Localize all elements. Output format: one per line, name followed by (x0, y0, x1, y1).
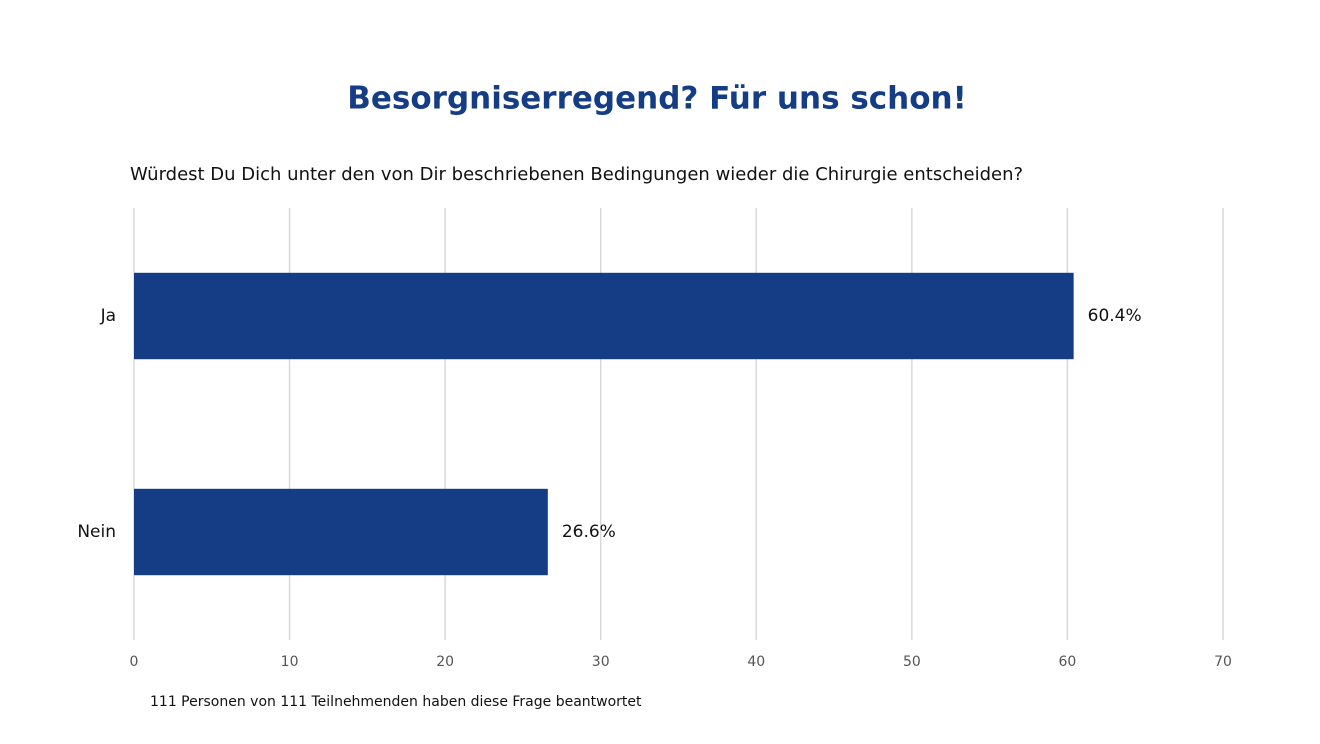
chart-title: Besorgniserregend? Für uns schon! (347, 81, 966, 117)
bar (134, 488, 548, 576)
x-tick-label: 70 (1214, 654, 1232, 670)
value-label: 26.6% (562, 522, 616, 542)
footnote: 111 Personen von 111 Teilnehmenden haben… (150, 694, 642, 710)
x-tick-label: 30 (592, 654, 610, 670)
x-tick-label: 40 (747, 654, 765, 670)
y-tick-label: Ja (100, 306, 116, 326)
value-label: 60.4% (1088, 306, 1142, 326)
x-tick-label: 10 (281, 654, 299, 670)
x-tick-label: 20 (436, 654, 454, 670)
bar (134, 272, 1074, 360)
x-tick-label: 50 (903, 654, 921, 670)
y-tick-label: Nein (77, 522, 116, 542)
chart-subtitle: Würdest Du Dich unter den von Dir beschr… (130, 164, 1023, 185)
x-tick-label: 0 (130, 654, 139, 670)
x-tick-label: 60 (1059, 654, 1077, 670)
